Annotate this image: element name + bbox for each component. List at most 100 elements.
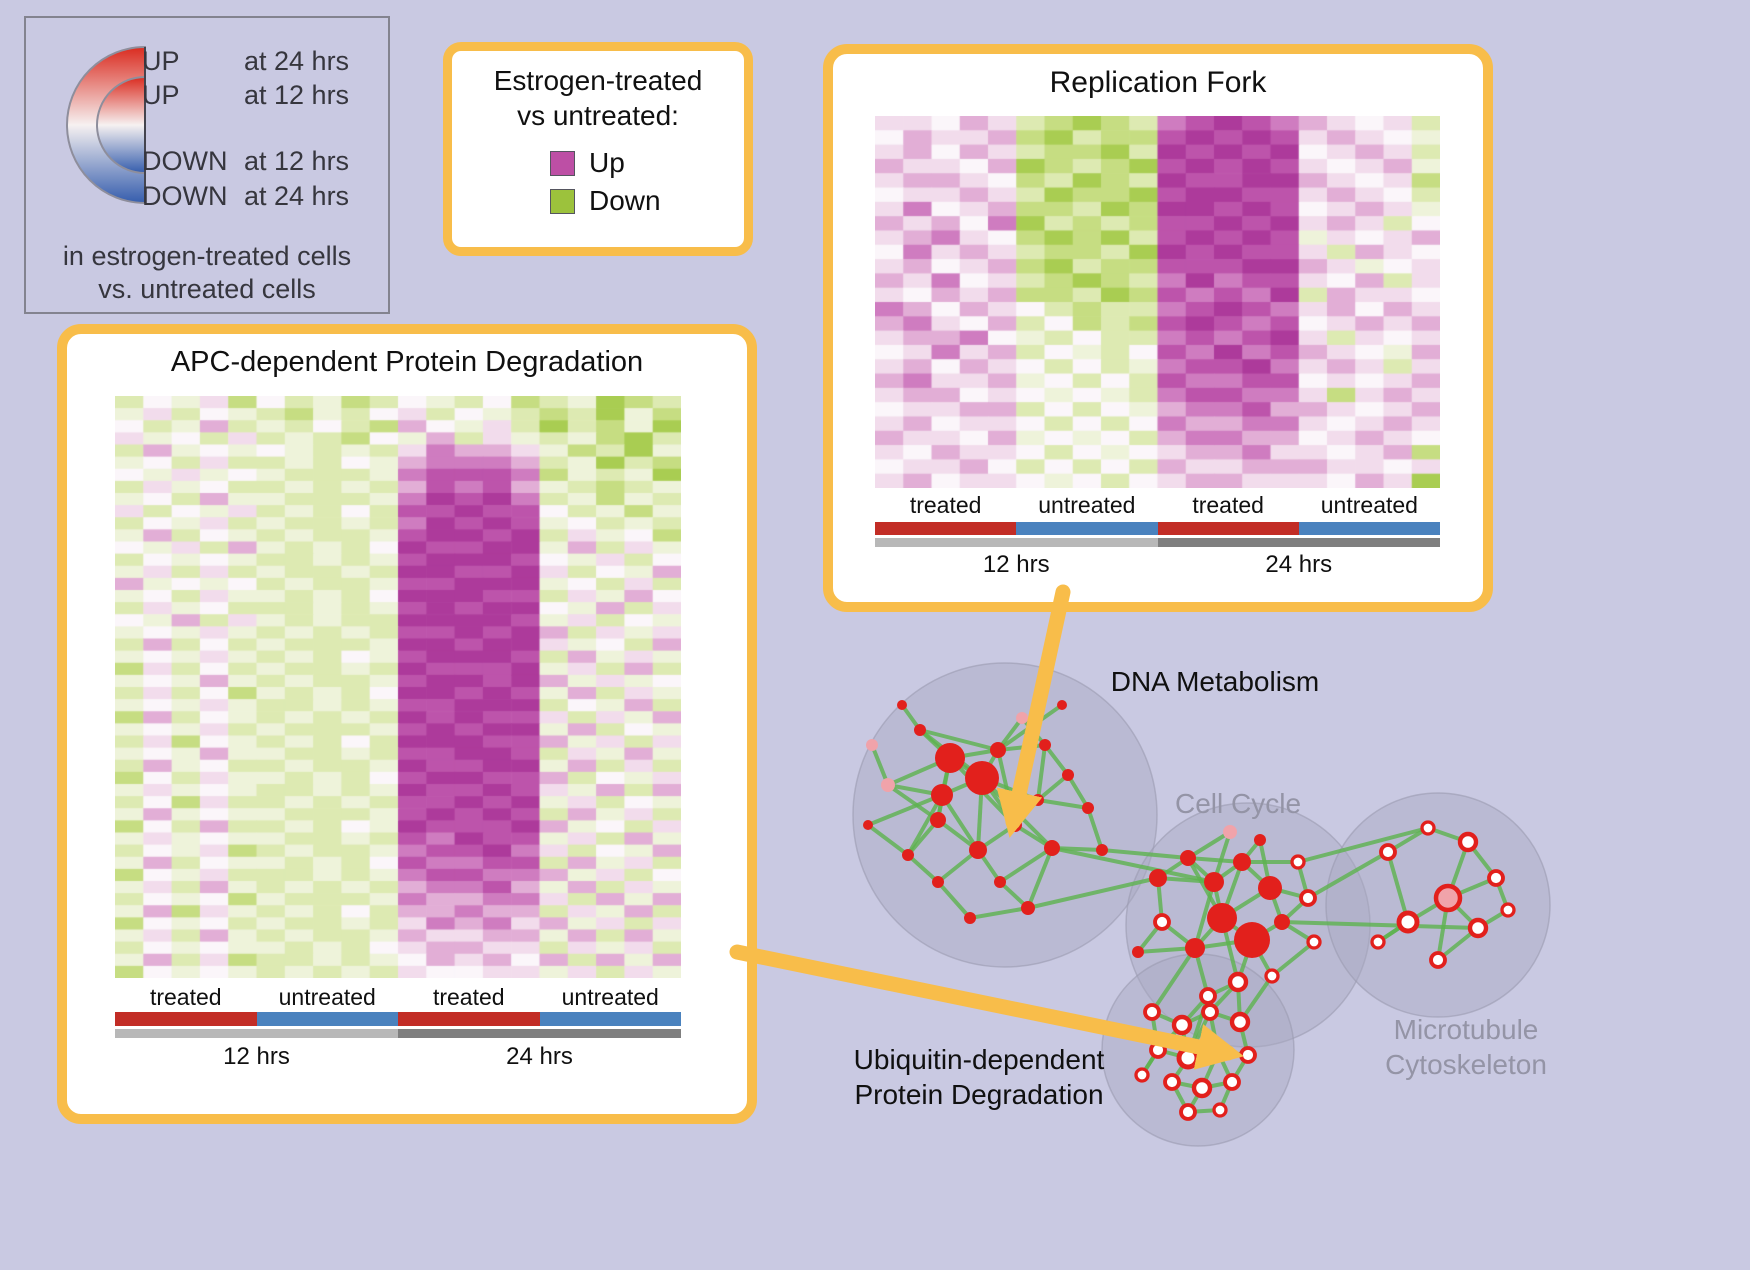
network-edge <box>867 793 943 827</box>
replication-group-labels: treated untreated treated untreated <box>875 492 1440 519</box>
group-label-untreated-12: untreated <box>278 984 376 1010</box>
network-node <box>935 743 965 773</box>
treated-bar <box>398 1012 540 1026</box>
network-node <box>1227 971 1249 993</box>
legend-up-12-time: at 12 hrs <box>244 80 350 110</box>
replication-condition-bars <box>875 522 1440 535</box>
untreated-bar <box>539 1012 681 1026</box>
label-24hrs: 24 hrs <box>1265 551 1333 578</box>
treated-bar <box>115 1012 257 1026</box>
label-24hrs: 24 hrs <box>506 1043 573 1070</box>
legend-down-24-time: at 24 hrs <box>244 181 350 211</box>
legend-down-24-label: DOWN <box>142 181 228 211</box>
group-label-treated-24: treated <box>432 984 505 1010</box>
apc-condition-bars <box>115 1012 681 1026</box>
legend-down-12-time: at 12 hrs <box>244 146 350 176</box>
network-node <box>881 778 895 792</box>
apc-degradation-panel: APC-dependent Protein Degradation treate… <box>57 324 757 1124</box>
network-node <box>897 700 907 710</box>
network-node <box>1487 869 1505 887</box>
network-node <box>1306 934 1322 950</box>
network-node <box>1191 1077 1213 1099</box>
network-node <box>1290 854 1306 870</box>
dna-metabolism-label: DNA Metabolism <box>1110 666 1320 697</box>
estrogen-key-up-item: Up <box>550 147 625 179</box>
network-node <box>1258 876 1282 900</box>
network-edge <box>1051 846 1215 884</box>
bar-12hrs <box>875 538 1158 547</box>
microtubule-cytoskeleton-label: Microtubule Cytoskeleton <box>1378 1012 1554 1082</box>
network-edge <box>1297 826 1429 864</box>
network-node <box>1179 1103 1197 1121</box>
treated-bar <box>1157 522 1299 535</box>
network-node <box>1233 853 1251 871</box>
group-label-treated-12: treated <box>909 492 982 518</box>
network-node <box>1199 987 1217 1005</box>
network-edge <box>1187 856 1243 864</box>
apc-group-labels: treated untreated treated untreated <box>115 984 681 1011</box>
network-node <box>1082 802 1094 814</box>
legend-down-12-label: DOWN <box>142 146 228 176</box>
network-node <box>1420 820 1436 836</box>
network-node <box>1062 769 1074 781</box>
network-edge <box>919 728 999 752</box>
legend-up-24-label: UP <box>142 46 180 76</box>
group-label-treated-12: treated <box>149 984 222 1010</box>
network-node <box>902 849 914 861</box>
network-node <box>866 739 878 751</box>
network-node <box>1204 872 1224 892</box>
group-label-untreated-12: untreated <box>1038 492 1136 518</box>
replication-fork-title: Replication Fork <box>1049 66 1267 99</box>
treated-bar <box>875 522 1017 535</box>
network-node <box>990 742 1006 758</box>
network-node <box>1379 843 1397 861</box>
untreated-bar <box>1298 522 1440 535</box>
gene-network-graph <box>852 662 1551 1147</box>
network-edge <box>1101 848 1189 860</box>
network-node <box>1134 1067 1150 1083</box>
network-node <box>1254 834 1266 846</box>
replication-time-bars <box>875 538 1440 547</box>
network-edge <box>906 853 940 884</box>
ubiquitin-label-line1: Ubiquitin-dependent <box>853 1044 1105 1075</box>
bar-12hrs <box>115 1029 398 1038</box>
network-node <box>969 841 987 859</box>
bar-24hrs <box>1157 538 1440 547</box>
replication-time-labels: 12 hrs 24 hrs <box>875 551 1440 579</box>
network-node <box>1207 903 1237 933</box>
up-label: Up <box>589 147 625 178</box>
network-node <box>1207 1041 1229 1063</box>
network-edge <box>1307 850 1389 900</box>
network-node <box>930 812 946 828</box>
replication-fork-panel: Replication Fork treated untreated treat… <box>823 44 1493 612</box>
network-node <box>1163 1073 1181 1091</box>
apc-time-bars <box>115 1029 681 1038</box>
network-edge <box>1186 830 1232 860</box>
network-node <box>1149 1041 1167 1059</box>
network-edge <box>1086 807 1104 851</box>
network-edge <box>1386 851 1410 923</box>
network-node <box>932 876 944 888</box>
apc-panel-title: APC-dependent Protein Degradation <box>170 346 644 378</box>
up-color-swatch <box>550 150 575 176</box>
label-12hrs: 12 hrs <box>982 551 1050 578</box>
network-node <box>1223 825 1237 839</box>
legend-up-24-time: at 24 hrs <box>244 46 350 76</box>
network-node <box>1180 850 1196 866</box>
network-node <box>1264 968 1280 984</box>
replication-heatmap <box>875 116 1440 488</box>
legend-footer-line1: in estrogen-treated cells <box>62 241 352 271</box>
network-edge <box>1026 847 1054 909</box>
apc-heatmap <box>115 396 681 978</box>
network-edge <box>870 744 890 786</box>
network-node <box>1429 951 1447 969</box>
network-node <box>1044 840 1060 856</box>
network-node <box>1132 946 1144 958</box>
network-edge <box>969 906 1029 920</box>
network-edge <box>906 794 944 856</box>
ubiquitin-label-line2: Protein Degradation <box>854 1079 1104 1110</box>
network-node <box>1467 917 1489 939</box>
estrogen-key-title-line2: vs untreated: <box>517 100 679 131</box>
network-node <box>1008 818 1022 832</box>
